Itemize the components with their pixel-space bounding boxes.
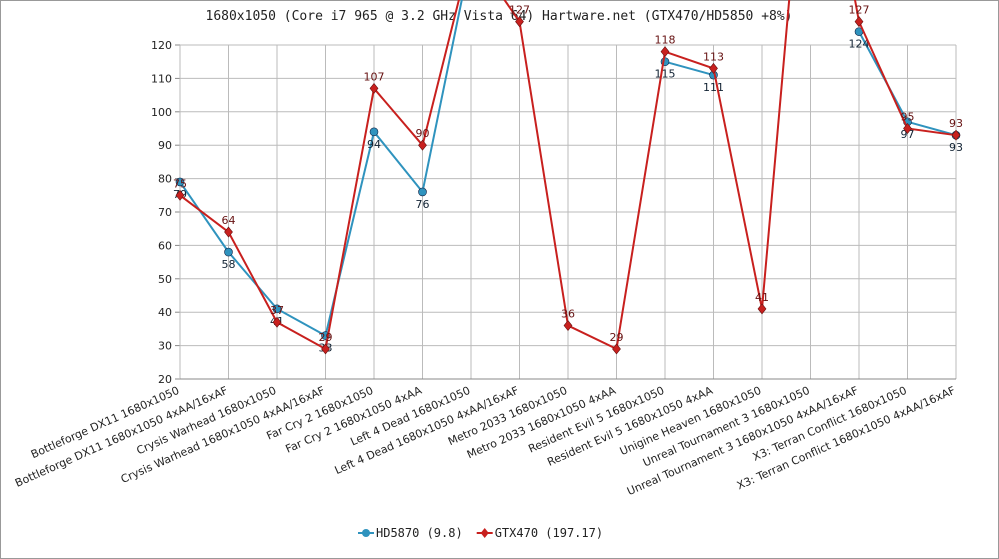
data-label: 75 [173, 177, 187, 190]
point [224, 247, 233, 257]
data-label: 76 [416, 198, 430, 211]
data-label: 107 [364, 70, 385, 83]
point [175, 177, 185, 187]
legend-label: GTX470 (197.17) [495, 526, 603, 540]
y-tick-label: 60 [158, 239, 172, 252]
point [757, 303, 767, 315]
data-label: 118 [655, 34, 676, 47]
data-label: 127 [849, 4, 870, 17]
data-label: 93 [949, 117, 963, 130]
y-tick-label: 100 [151, 106, 172, 119]
data-label: 37 [270, 304, 284, 317]
y-tick-label: 50 [158, 273, 172, 286]
y-tick-label: 90 [158, 139, 172, 152]
point [854, 16, 864, 28]
point [418, 187, 427, 197]
point [709, 62, 718, 74]
chart-title: 1680x1050 (Core i7 965 @ 3.2 GHz Vista 6… [206, 9, 793, 24]
data-label: 127 [509, 4, 530, 17]
data-label: 115 [655, 68, 676, 81]
data-label: 94 [367, 138, 381, 151]
point [660, 46, 670, 58]
point [224, 226, 233, 238]
point [951, 129, 961, 141]
point [321, 343, 330, 355]
data-label: 29 [610, 331, 624, 344]
point [369, 82, 379, 94]
y-tick-label: 120 [151, 39, 172, 52]
data-label: 41 [755, 291, 769, 304]
legend-label: HD5870 (9.8) [376, 526, 463, 540]
point [903, 123, 912, 134]
point [369, 127, 379, 137]
data-label: 97 [901, 128, 915, 141]
data-label: 93 [949, 141, 963, 154]
y-tick-label: 30 [158, 340, 172, 353]
data-label: 95 [901, 111, 915, 124]
point [175, 189, 185, 201]
point [272, 316, 282, 328]
data-label: 58 [222, 258, 236, 271]
data-label: 29 [319, 331, 333, 344]
y-tick-label: 80 [158, 173, 172, 186]
data-label: 111 [703, 81, 724, 94]
point [418, 139, 427, 151]
point [563, 320, 573, 332]
y-tick-label: 110 [151, 72, 172, 85]
legend-marker [480, 528, 489, 538]
y-tick-label: 40 [158, 306, 172, 319]
data-label: 64 [222, 214, 236, 227]
point [515, 16, 524, 28]
data-label: 90 [416, 127, 430, 140]
data-label: 113 [703, 50, 724, 63]
plot-area: 7958413394761471151111249793756437291079… [173, 0, 963, 355]
point [272, 304, 282, 314]
point [612, 343, 621, 355]
y-tick-label: 20 [158, 373, 172, 386]
data-label: 124 [849, 38, 870, 51]
data-label: 36 [561, 308, 575, 321]
legend-marker [362, 529, 370, 537]
y-tick-label: 70 [158, 206, 172, 219]
